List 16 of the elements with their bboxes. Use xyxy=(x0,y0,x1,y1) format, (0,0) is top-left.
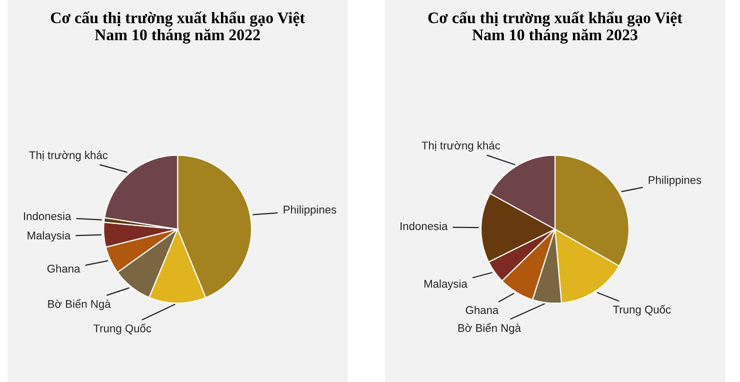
slice-label: Trung Quốc xyxy=(613,304,671,316)
slice-label: Trung Quốc xyxy=(93,324,152,335)
slice-label: Malaysia xyxy=(424,280,468,290)
slice-label: Indonesia xyxy=(24,212,72,220)
chart-title: Cơ cấu thị trường xuất khẩu gạo Việt Nam 10 tháng năm 2023 xyxy=(428,11,682,44)
slice-label: Thị trường khác xyxy=(422,141,500,152)
slice-label: Thị trường khác xyxy=(29,150,108,162)
slice-label: Malaysia xyxy=(28,231,71,242)
chart-title: Cơ cấu thị trường xuất khẩu gạo Việt Nam 10 tháng năm 2022 xyxy=(50,11,305,44)
slice-label: Philippines xyxy=(284,205,336,216)
slice-label: Ghana xyxy=(466,306,499,314)
slice-label: Bờ Biển Ngà xyxy=(48,298,111,310)
slice-label: Philippines xyxy=(648,176,702,186)
slice-label: Ghana xyxy=(47,264,80,273)
slice-label: Indonesia xyxy=(400,222,448,230)
slice-label: Bờ Biển Ngà xyxy=(458,322,521,334)
